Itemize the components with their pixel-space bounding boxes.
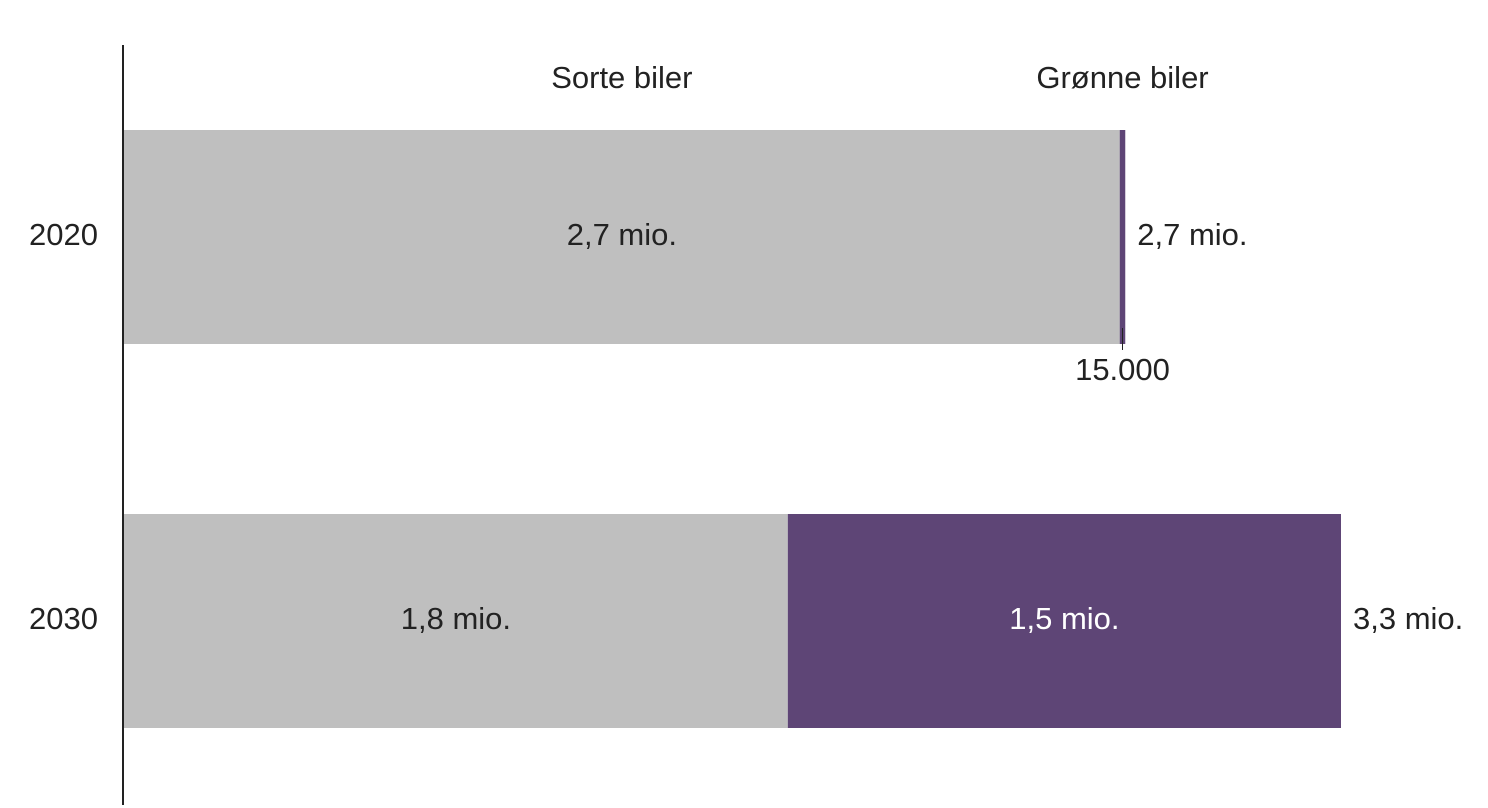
bar-segment <box>124 130 1120 344</box>
bar-segment <box>787 514 1341 728</box>
bar-segment <box>124 514 788 728</box>
legend-label: Sorte biler <box>551 60 692 95</box>
y-tick-label: 2030 <box>29 601 98 636</box>
value-label: 15.000 <box>1075 352 1170 387</box>
bar-segment <box>1119 130 1126 344</box>
total-label: 2,7 mio. <box>1137 217 1247 252</box>
total-label: 3,3 mio. <box>1353 601 1463 636</box>
value-label: 1,8 mio. <box>401 601 511 636</box>
value-label: 2,7 mio. <box>567 217 677 252</box>
y-tick-label: 2020 <box>29 217 98 252</box>
legend-label: Grønne biler <box>1036 60 1208 95</box>
value-label: 1,5 mio. <box>1009 601 1119 636</box>
